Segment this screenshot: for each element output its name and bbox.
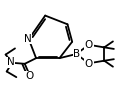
Text: N: N — [7, 57, 14, 67]
Text: O: O — [85, 40, 93, 50]
Text: O: O — [25, 71, 33, 81]
Text: B: B — [73, 49, 80, 59]
Text: O: O — [85, 59, 93, 69]
Text: N: N — [24, 34, 32, 44]
